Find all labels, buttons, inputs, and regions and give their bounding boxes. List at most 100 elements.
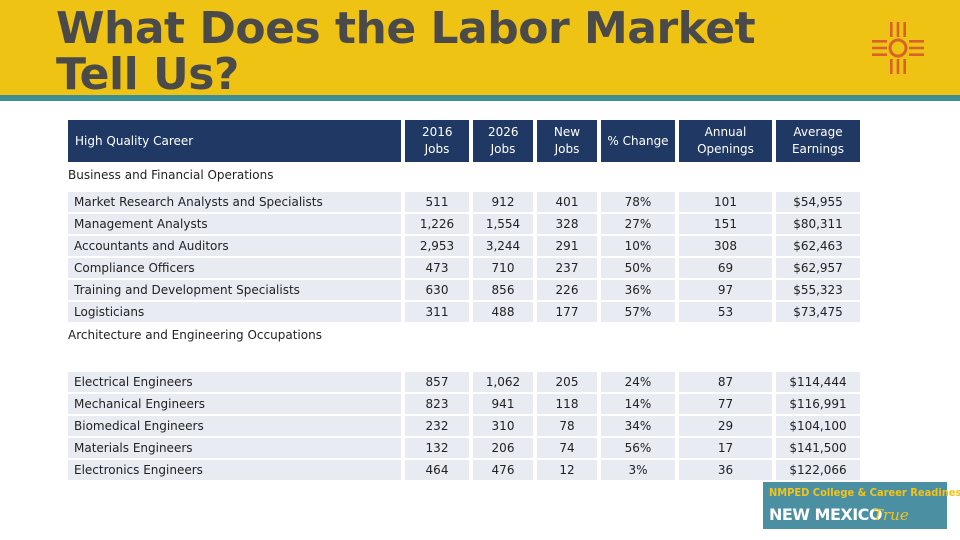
average-earnings: $54,955 [776, 192, 864, 214]
page-title: What Does the Labor Market Tell Us? [56, 3, 756, 100]
jobs-2026: 206 [473, 438, 537, 460]
jobs-2026: 1,554 [473, 214, 537, 236]
jobs-2016: 232 [405, 416, 473, 438]
jobs-2016: 857 [405, 372, 473, 394]
badge-tagline: NMPED College & Career Readiness is [769, 486, 960, 499]
column-header-annual-openings: Annual Openings [679, 120, 776, 162]
section-title: Architecture and Engineering Occupations [68, 328, 322, 342]
annual-openings: 77 [679, 394, 776, 416]
career-name: Materials Engineers [68, 438, 405, 460]
average-earnings: $116,991 [776, 394, 864, 416]
career-name: Management Analysts [68, 214, 405, 236]
jobs-2026: 476 [473, 460, 537, 482]
table-row: Biomedical Engineers 232 310 78 34% 29 $104,10… [68, 416, 864, 438]
table-row: Training and Development Specialists 630 8… [68, 280, 864, 302]
percent-change: 14% [601, 394, 679, 416]
badge-state-name: NEW MEXICO [769, 505, 883, 524]
annual-openings: 101 [679, 192, 776, 214]
percent-change: 27% [601, 214, 679, 236]
jobs-2016: 464 [405, 460, 473, 482]
zia-sun-symbol-icon [872, 22, 924, 74]
career-name: Accountants and Auditors [68, 236, 405, 258]
column-header-2016-jobs: 2016 Jobs [405, 120, 473, 162]
jobs-2026: 912 [473, 192, 537, 214]
jobs-2016: 473 [405, 258, 473, 280]
section-header-row: Business and Financial Operations [68, 162, 864, 192]
average-earnings: $62,463 [776, 236, 864, 258]
jobs-2016: 630 [405, 280, 473, 302]
annual-openings: 17 [679, 438, 776, 460]
annual-openings: 36 [679, 460, 776, 482]
jobs-2026: 310 [473, 416, 537, 438]
jobs-2026: 3,244 [473, 236, 537, 258]
table-row: Electrical Engineers 857 1,062 205 24% 87 $114… [68, 372, 864, 394]
jobs-2026: 1,062 [473, 372, 537, 394]
average-earnings: $114,444 [776, 372, 864, 394]
section-header-row: Architecture and Engineering Occupations [68, 324, 864, 372]
jobs-2016: 823 [405, 394, 473, 416]
new-jobs: 328 [537, 214, 601, 236]
column-header-2026-jobs: 2026 Jobs [473, 120, 537, 162]
jobs-2026: 941 [473, 394, 537, 416]
average-earnings: $104,100 [776, 416, 864, 438]
new-jobs: 237 [537, 258, 601, 280]
table-row: Accountants and Auditors 2,953 3,244 291 10%… [68, 236, 864, 258]
jobs-2016: 511 [405, 192, 473, 214]
new-mexico-true-badge: NMPED College & Career Readiness is NEW … [763, 482, 960, 529]
new-jobs: 118 [537, 394, 601, 416]
average-earnings: $122,066 [776, 460, 864, 482]
table-header-row: High Quality Career 2016 Jobs 2026 Jobs … [68, 120, 864, 162]
annual-openings: 97 [679, 280, 776, 302]
career-name: Compliance Officers [68, 258, 405, 280]
badge-true-word: True [873, 506, 909, 524]
jobs-2026: 488 [473, 302, 537, 324]
annual-openings: 69 [679, 258, 776, 280]
average-earnings: $62,957 [776, 258, 864, 280]
header-rule [0, 95, 960, 101]
jobs-2016: 311 [405, 302, 473, 324]
table-row: Mechanical Engineers 823 941 118 14% 77 $116,9… [68, 394, 864, 416]
table-row: Materials Engineers 132 206 74 56% 17 $141,500 [68, 438, 864, 460]
header-band [0, 0, 960, 95]
percent-change: 36% [601, 280, 679, 302]
section-title: Business and Financial Operations [68, 168, 274, 182]
jobs-2026: 856 [473, 280, 537, 302]
table-row: Management Analysts 1,226 1,554 328 27% 151 $8… [68, 214, 864, 236]
jobs-2016: 1,226 [405, 214, 473, 236]
career-name: Training and Development Specialists [68, 280, 405, 302]
jobs-2026: 710 [473, 258, 537, 280]
career-name: Logisticians [68, 302, 405, 324]
career-name: Mechanical Engineers [68, 394, 405, 416]
percent-change: 78% [601, 192, 679, 214]
average-earnings: $55,323 [776, 280, 864, 302]
column-header-average-earnings: Average Earnings [776, 120, 864, 162]
new-jobs: 401 [537, 192, 601, 214]
average-earnings: $80,311 [776, 214, 864, 236]
table-row: Electronics Engineers 464 476 12 3% 36 $122,06… [68, 460, 864, 482]
annual-openings: 87 [679, 372, 776, 394]
career-name: Electronics Engineers [68, 460, 405, 482]
annual-openings: 308 [679, 236, 776, 258]
jobs-2016: 2,953 [405, 236, 473, 258]
average-earnings: $73,475 [776, 302, 864, 324]
annual-openings: 29 [679, 416, 776, 438]
table-row: Logisticians 311 488 177 57% 53 $73,475 [68, 302, 864, 324]
new-jobs: 74 [537, 438, 601, 460]
new-jobs: 226 [537, 280, 601, 302]
new-jobs: 12 [537, 460, 601, 482]
table-row: Compliance Officers 473 710 237 50% 69 $62,957 [68, 258, 864, 280]
new-jobs: 205 [537, 372, 601, 394]
percent-change: 34% [601, 416, 679, 438]
column-header-career: High Quality Career [68, 120, 405, 162]
new-jobs: 177 [537, 302, 601, 324]
column-header-new-jobs: New Jobs [537, 120, 601, 162]
annual-openings: 53 [679, 302, 776, 324]
percent-change: 57% [601, 302, 679, 324]
percent-change: 3% [601, 460, 679, 482]
new-jobs: 291 [537, 236, 601, 258]
jobs-2016: 132 [405, 438, 473, 460]
average-earnings: $141,500 [776, 438, 864, 460]
percent-change: 24% [601, 372, 679, 394]
column-header-percent-change: % Change [601, 120, 679, 162]
new-jobs: 78 [537, 416, 601, 438]
